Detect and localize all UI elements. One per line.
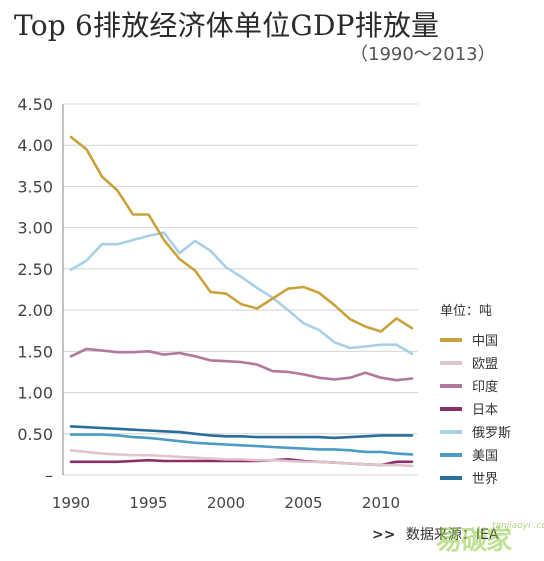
series-line bbox=[69, 231, 414, 356]
y-tick-label: 4.00 bbox=[17, 136, 53, 155]
watermark-domain: tanjiaoyi .com bbox=[492, 521, 544, 531]
legend-item: 日本 bbox=[440, 397, 511, 420]
legend-label: 中国 bbox=[472, 334, 499, 349]
legend-swatch bbox=[440, 383, 462, 388]
series-line bbox=[69, 433, 414, 456]
series-line bbox=[69, 347, 414, 382]
x-tick-label: 1995 bbox=[129, 494, 167, 512]
chart-subtitle: （1990～2013） bbox=[350, 44, 496, 65]
y-tick-label: 2.50 bbox=[17, 260, 53, 279]
legend-item: 俄罗斯 bbox=[440, 420, 511, 443]
legend-item: 世界 bbox=[440, 466, 511, 489]
legend-swatch bbox=[440, 452, 462, 457]
x-tick-label: 2010 bbox=[362, 494, 400, 512]
y-tick-label: 4.50 bbox=[17, 95, 53, 114]
legend-item: 美国 bbox=[440, 443, 511, 466]
legend-swatch bbox=[440, 429, 462, 434]
x-tick-label: 1990 bbox=[52, 494, 90, 512]
y-tick-label: 3.00 bbox=[17, 219, 53, 238]
legend-items: 中国欧盟印度日本俄罗斯美国世界 bbox=[440, 328, 511, 489]
legend-item: 中国 bbox=[440, 328, 511, 351]
legend-label: 世界 bbox=[472, 472, 499, 487]
legend-title: 单位：吨 bbox=[440, 304, 493, 319]
y-tick-label: 0.50 bbox=[17, 425, 53, 444]
series-line bbox=[69, 135, 414, 333]
legend-label: 印度 bbox=[472, 380, 499, 395]
legend-label: 美国 bbox=[472, 449, 499, 464]
series-line bbox=[69, 425, 414, 440]
legend-swatch bbox=[440, 406, 462, 411]
source-label: 数据来源：IEA bbox=[405, 527, 499, 543]
source-note: >> 数据来源：IEA bbox=[372, 524, 498, 544]
arrow-icon: >> bbox=[372, 527, 396, 543]
y-tick-label: 3.50 bbox=[17, 177, 53, 196]
legend-label: 日本 bbox=[472, 403, 499, 418]
y-tick-label: 1.00 bbox=[17, 384, 53, 403]
legend-swatch bbox=[440, 337, 462, 342]
chart-title: Top 6排放经济体单位GDP排放量 bbox=[14, 9, 440, 42]
legend-label: 欧盟 bbox=[472, 357, 499, 372]
legend-swatch bbox=[440, 360, 462, 365]
legend-swatch bbox=[440, 475, 462, 480]
legend-label: 俄罗斯 bbox=[472, 426, 512, 441]
legend-item: 印度 bbox=[440, 374, 511, 397]
x-tick-label: 2005 bbox=[284, 494, 322, 512]
legend-item: 欧盟 bbox=[440, 351, 511, 374]
legend: 单位：吨 中国欧盟印度日本俄罗斯美国世界 bbox=[440, 300, 511, 489]
y-tick-label: 2.00 bbox=[17, 301, 53, 320]
watermark-logo: 易碳家 bbox=[436, 526, 512, 556]
series-line bbox=[69, 448, 414, 468]
y-tick-label: 1.50 bbox=[17, 342, 53, 361]
x-tick-label: 2000 bbox=[207, 494, 245, 512]
y-tick-label: – bbox=[45, 466, 53, 485]
